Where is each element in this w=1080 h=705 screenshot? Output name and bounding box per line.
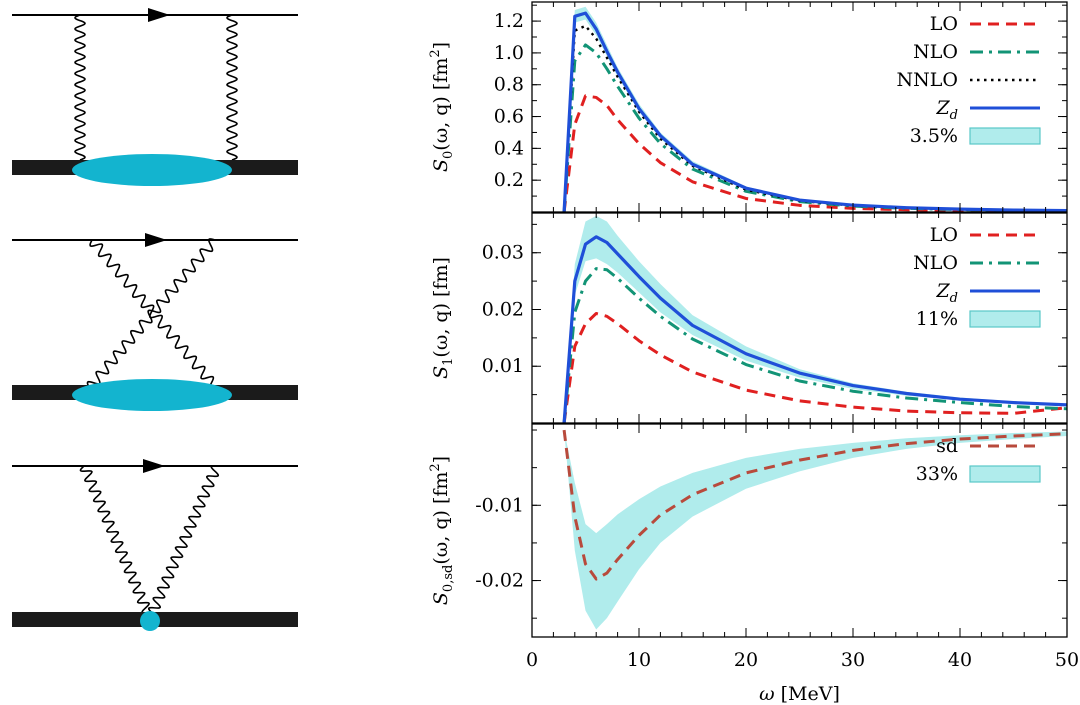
- x-tick-label: 50: [1055, 649, 1079, 671]
- legend-label: NNLO: [897, 69, 958, 91]
- legend-label: 11%: [916, 308, 958, 330]
- legend-swatch-band: [969, 310, 1041, 328]
- legend-label: Zd: [935, 280, 958, 306]
- y-tick-label: 1.0: [494, 42, 524, 64]
- photon-line: [74, 14, 86, 161]
- electron-arrow: [148, 8, 170, 22]
- x-tick-label: 10: [627, 649, 651, 671]
- legend-label: 33%: [916, 463, 958, 485]
- x-tick-label: 40: [948, 649, 972, 671]
- series-line-nnlo: [562, 24, 1067, 212]
- x-tick-label: 30: [841, 649, 865, 671]
- series-line-zd: [562, 11, 1067, 212]
- feynman-diagrams: [12, 8, 298, 631]
- diagram-two-photon-exchange-direct: [12, 8, 298, 186]
- legend-entry-sd: sd: [936, 435, 1040, 457]
- series-line-nlo: [562, 267, 1067, 423]
- plot-area: [562, 429, 1067, 630]
- series-line-sd: [562, 429, 1067, 581]
- plot-frame: [531, 212, 1068, 424]
- series-line-nlo: [562, 43, 1067, 212]
- plot-area: [562, 215, 1067, 423]
- legend-label: LO: [930, 224, 958, 246]
- legend-entry-zd: Zd: [935, 280, 1040, 306]
- series-line-zd: [562, 235, 1067, 423]
- plot-frame: [531, 423, 1068, 638]
- photon-line: [89, 239, 223, 394]
- electron-arrow: [145, 233, 167, 247]
- legend-entry-zd: Zd: [935, 97, 1040, 123]
- legend-entry-nlo: NLO: [913, 41, 1040, 63]
- photon-line: [84, 238, 216, 395]
- nuclear-blob: [72, 379, 232, 411]
- photon-line: [226, 14, 238, 161]
- diagram-two-photon-exchange-crossed: [12, 233, 298, 411]
- diagram-seagull-contact: [12, 459, 298, 631]
- nuclear-blob: [72, 154, 232, 186]
- legend-entry-nlo: NLO: [913, 252, 1040, 274]
- legend-swatch-band: [969, 127, 1041, 145]
- legend-entry-33pct: 33%: [916, 463, 1041, 485]
- legend: LO NLO NNLO Zd3.5%: [897, 13, 1041, 147]
- chart-panel-bottom: -0.01 -0.02 S0,sd(ω, q) [fm2] sd 33% 0 10 20 30 4…: [428, 423, 1079, 671]
- y-tick-label: -0.02: [475, 570, 524, 592]
- electron-arrow: [143, 459, 165, 473]
- photon-line: [147, 465, 220, 619]
- y-tick-label: 1.2: [494, 10, 524, 32]
- y-axis-label: S0(ω, q) [fm2]: [428, 42, 456, 172]
- legend-entry-lo: LO: [930, 13, 1040, 35]
- plot-area: [562, 6, 1067, 212]
- legend-entry-11pct: 11%: [916, 308, 1041, 330]
- legend-label: NLO: [913, 252, 958, 274]
- legend-entry-lo: LO: [930, 224, 1040, 246]
- y-tick-label: 0.6: [494, 106, 524, 128]
- legend-entry-3.5pct: 3.5%: [910, 125, 1041, 147]
- y-tick-label: 0.4: [494, 137, 524, 159]
- legend-swatch-band: [969, 465, 1041, 483]
- contact-vertex: [140, 611, 160, 631]
- legend-label: Zd: [935, 97, 958, 123]
- y-tick-label: 0.02: [482, 298, 524, 320]
- uncertainty-band: [564, 430, 1067, 630]
- legend-label: 3.5%: [910, 125, 958, 147]
- y-tick-label: 0.01: [482, 355, 524, 377]
- x-axis-label-group: ω [MeV]: [759, 683, 840, 705]
- y-tick-label: 0.8: [494, 74, 524, 96]
- x-axis-label: ω [MeV]: [759, 683, 840, 705]
- legend-label: sd: [936, 435, 958, 457]
- y-tick-label: -0.01: [475, 494, 524, 516]
- legend-label: NLO: [913, 41, 958, 63]
- y-axis-label: S0,sd(ω, q) [fm2]: [428, 456, 456, 605]
- y-axis-label: S1(ω, q) [fm]: [430, 257, 456, 379]
- legend-label: LO: [930, 13, 958, 35]
- photon-line: [79, 465, 155, 619]
- series-line-lo: [562, 94, 1067, 212]
- legend-entry-nnlo: NNLO: [897, 69, 1040, 91]
- y-tick-label: 0.2: [494, 169, 524, 191]
- y-tick-label: 0.03: [482, 242, 524, 264]
- series-line-lo: [562, 311, 1067, 423]
- legend: sd 33%: [916, 435, 1041, 485]
- x-tick-label: 20: [734, 649, 758, 671]
- plot-frame: [531, 1, 1068, 213]
- chart-panel-top: 0.2 0.4 0.6 0.8 1.0 1.2 S0(ω, q) [fm2] LO NLO NNL…: [428, 1, 1068, 213]
- x-tick-label: 0: [526, 649, 538, 671]
